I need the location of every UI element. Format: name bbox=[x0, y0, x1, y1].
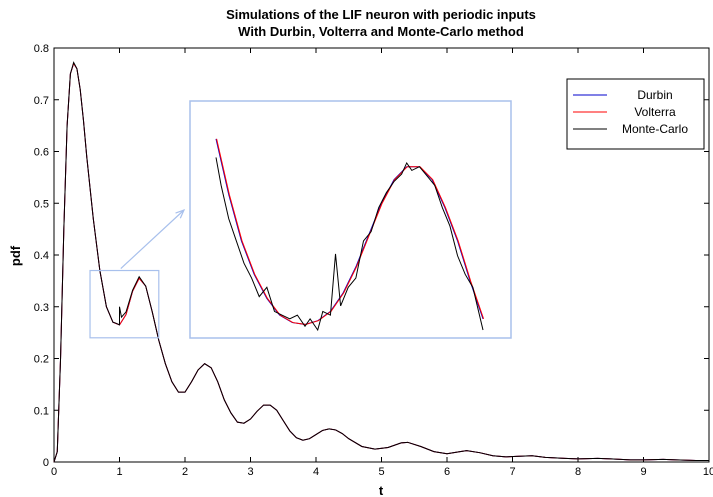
x-tick-label: 9 bbox=[640, 466, 646, 478]
series-line-monte-carlo bbox=[53, 61, 709, 463]
inset-line-volterra bbox=[216, 138, 485, 325]
chart-title-line-2: With Durbin, Volterra and Monte-Carlo me… bbox=[238, 24, 524, 39]
x-tick-label: 8 bbox=[575, 466, 581, 478]
zoom-arrow-head bbox=[175, 208, 186, 219]
zoom-arrow bbox=[120, 209, 185, 269]
x-tick-label: 0 bbox=[51, 466, 57, 478]
x-axis-label: t bbox=[379, 483, 384, 497]
inset-line-monte-carlo bbox=[215, 157, 484, 332]
chart-title-line-1: Simulations of the LIF neuron with perio… bbox=[226, 7, 536, 22]
x-tick-label: 4 bbox=[313, 466, 319, 478]
x-tick-label: 6 bbox=[444, 466, 450, 478]
y-tick-label: 0.8 bbox=[34, 43, 49, 55]
inset-line-durbin bbox=[215, 138, 484, 325]
y-tick-label: 0.1 bbox=[34, 405, 49, 417]
y-tick-label: 0.5 bbox=[34, 198, 49, 210]
legend-box bbox=[566, 78, 705, 150]
y-tick-label: 0.3 bbox=[34, 302, 49, 314]
inset-box bbox=[189, 100, 512, 339]
x-tick-label: 10 bbox=[703, 466, 713, 478]
legend-label-monte-carlo: Monte-Carlo bbox=[622, 122, 688, 136]
x-tick-label: 5 bbox=[378, 466, 384, 478]
legend: Durbin Volterra Monte-Carlo bbox=[566, 78, 705, 150]
y-tick-label: 0.2 bbox=[34, 354, 49, 366]
x-tick-label: 7 bbox=[509, 466, 515, 478]
y-tick-label: 0.4 bbox=[34, 250, 49, 262]
y-axis-label: pdf bbox=[8, 245, 23, 266]
x-tick-label: 2 bbox=[182, 466, 188, 478]
legend-label-durbin: Durbin bbox=[637, 88, 672, 102]
x-tick-label: 3 bbox=[247, 466, 253, 478]
plot-area: 0 1 2 3 4 5 6 7 8 9 10 0 0.1 0.2 0.3 0.4 0.5 0.6 0.7 0.8 bbox=[34, 43, 713, 478]
y-tick-label: 0.6 bbox=[34, 147, 49, 159]
zoom-source-box bbox=[89, 269, 160, 339]
y-tick-label: 0.7 bbox=[34, 95, 49, 107]
legend-label-volterra: Volterra bbox=[634, 105, 676, 119]
x-tick-label: 1 bbox=[116, 466, 122, 478]
y-tick-label: 0 bbox=[43, 457, 49, 469]
